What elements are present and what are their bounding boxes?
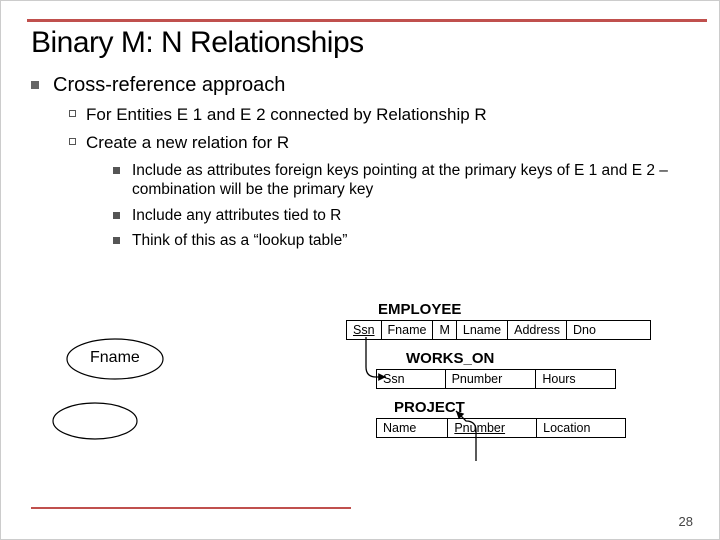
workson-table: Ssn Pnumber Hours (376, 369, 616, 389)
slide-container: Binary M: N Relationships Cross-referenc… (1, 1, 719, 539)
bullet-level2-b: Create a new relation for R (69, 133, 689, 153)
workson-col-pnumber: Pnumber (446, 370, 537, 388)
bullet-level3-b: Include any attributes tied to R (113, 206, 689, 225)
bullet-hollow-icon (69, 138, 76, 145)
employee-table: Ssn Fname M Lname Address Dno (346, 320, 651, 340)
workson-title: WORKS_ON (406, 350, 676, 367)
employee-col-dno: Dno (567, 321, 602, 339)
workson-col-hours: Hours (536, 370, 615, 388)
employee-title: EMPLOYEE (378, 301, 676, 318)
project-title: PROJECT (394, 399, 676, 416)
title-rule (27, 19, 707, 22)
bullet-level3-c: Think of this as a “lookup table” (113, 231, 689, 250)
employee-col-fname: Fname (382, 321, 434, 339)
er-diagram-svg (35, 311, 365, 511)
bullet-square-icon (31, 81, 39, 89)
tables-area: EMPLOYEE Ssn Fname M Lname Address Dno W… (346, 301, 676, 448)
diagram-fname-label: Fname (90, 349, 140, 367)
level2-text-a: For Entities E 1 and E 2 connected by Re… (86, 105, 487, 125)
level3-text-a: Include as attributes foreign keys point… (132, 161, 689, 200)
employee-col-lname: Lname (457, 321, 508, 339)
project-col-location: Location (537, 419, 625, 437)
bullet-square-sm-icon (113, 167, 120, 174)
project-table: Name Pnumber Location (376, 418, 626, 438)
slide-title: Binary M: N Relationships (31, 26, 689, 60)
project-col-pnumber: Pnumber (448, 419, 537, 437)
bullet-level3-a: Include as attributes foreign keys point… (113, 161, 689, 200)
workson-col-ssn: Ssn (377, 370, 446, 388)
bullet-square-sm-icon (113, 237, 120, 244)
bullet-level2-a: For Entities E 1 and E 2 connected by Re… (69, 105, 689, 125)
page-number: 28 (679, 514, 693, 529)
level3-text-c: Think of this as a “lookup table” (132, 231, 347, 250)
employee-col-ssn: Ssn (347, 321, 382, 339)
bullet-hollow-icon (69, 110, 76, 117)
level1-text: Cross-reference approach (53, 74, 285, 97)
footer-rule (31, 507, 351, 509)
employee-col-address: Address (508, 321, 567, 339)
level2-text-b: Create a new relation for R (86, 133, 289, 153)
bullet-square-sm-icon (113, 212, 120, 219)
bullet-level1: Cross-reference approach (31, 74, 689, 97)
er-diagram: Fname (35, 311, 365, 511)
project-col-name: Name (377, 419, 448, 437)
level3-text-b: Include any attributes tied to R (132, 206, 341, 225)
employee-col-m: M (433, 321, 456, 339)
